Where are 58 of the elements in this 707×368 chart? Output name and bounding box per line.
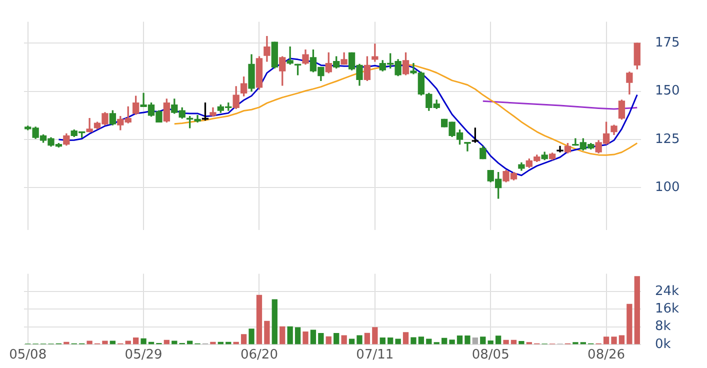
bar <box>341 335 347 344</box>
bar <box>518 340 524 344</box>
bar <box>456 335 463 344</box>
x-tick-label: 08/26 <box>588 348 626 363</box>
bar <box>326 336 332 344</box>
bar <box>402 332 409 344</box>
y-tick-label: 16k <box>655 301 680 316</box>
x-tick-label: 06/20 <box>240 348 278 363</box>
bar <box>256 294 262 344</box>
bar <box>334 333 340 344</box>
bar <box>618 335 625 344</box>
candlestick <box>556 146 564 152</box>
bar <box>140 338 146 344</box>
bar <box>611 336 617 344</box>
candlestick <box>464 142 471 152</box>
bar <box>495 336 502 344</box>
y-tick-label: 8k <box>655 319 672 334</box>
bar <box>442 338 448 344</box>
bar <box>294 327 301 344</box>
bar <box>380 337 386 344</box>
bar <box>410 337 416 344</box>
y-tick-label: 150 <box>655 84 680 99</box>
bar <box>626 304 632 344</box>
bar <box>480 336 486 344</box>
bar <box>248 328 254 344</box>
bar <box>388 337 394 344</box>
bar <box>449 340 455 344</box>
y-tick-label: 0k <box>655 336 672 352</box>
bar <box>395 338 401 344</box>
bar <box>503 340 509 344</box>
x-tick-label: 08/05 <box>472 348 510 363</box>
y-tick-label: 24k <box>655 284 680 299</box>
bar <box>280 326 286 344</box>
bar <box>418 336 424 344</box>
y-tick-label: 175 <box>655 35 680 50</box>
x-tick-label: 07/11 <box>356 348 394 363</box>
y-tick-label: 125 <box>655 132 680 147</box>
bar <box>133 337 139 344</box>
bar <box>472 337 478 344</box>
bar <box>318 333 324 344</box>
bar <box>464 335 470 344</box>
bar <box>634 276 640 344</box>
bar <box>272 299 278 344</box>
bar <box>488 340 494 344</box>
bar <box>287 326 293 344</box>
bar <box>102 340 108 344</box>
bar <box>302 331 308 344</box>
y-tick-label: 100 <box>655 180 680 196</box>
bar <box>86 340 92 344</box>
bar <box>364 332 370 344</box>
bar <box>372 327 378 344</box>
bar <box>356 335 362 344</box>
x-tick-label: 05/08 <box>9 348 47 363</box>
bar <box>264 320 270 344</box>
bar <box>240 334 247 344</box>
bar <box>603 336 610 344</box>
bar <box>310 330 316 344</box>
x-tick-label: 05/29 <box>124 348 162 363</box>
